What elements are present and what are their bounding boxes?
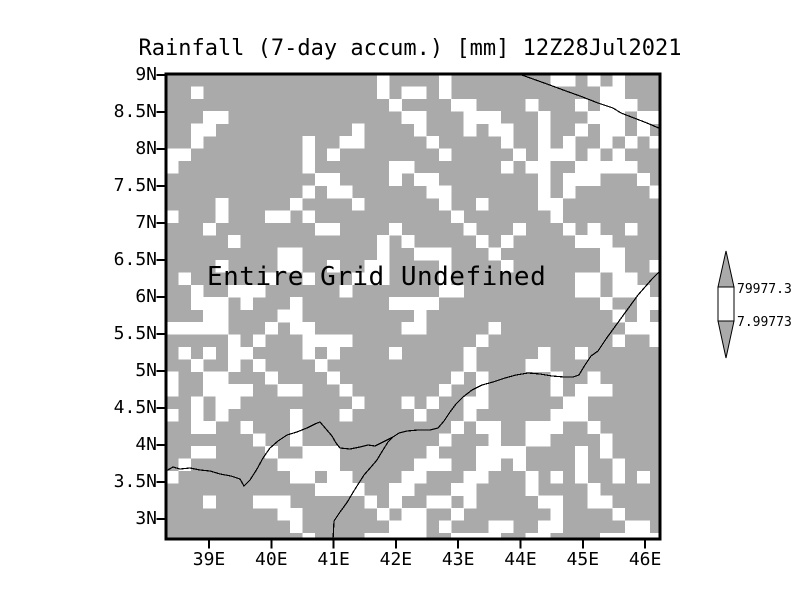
colorbar-lower-label: 7.99773 [737, 315, 792, 330]
colorbar-upper-label: 79977.3 [737, 282, 792, 297]
x-axis-label: 45E [566, 549, 600, 570]
map-line-gulf-coast-ne [518, 74, 660, 130]
x-axis-label: 41E [317, 549, 350, 570]
colorbar-box [717, 286, 735, 322]
x-axis-label: 40E [255, 549, 288, 570]
colorbar-bottom-arrow-icon [717, 320, 735, 359]
colorbar [717, 250, 735, 359]
x-axis-label: 44E [504, 549, 537, 570]
map-line-main-coast [332, 270, 660, 539]
x-axis-label: 39E [192, 549, 226, 570]
y-axis-label: 4N [135, 434, 157, 455]
colorbar-top-arrow-icon [717, 250, 735, 288]
y-axis-label: 9N [135, 64, 157, 85]
axis-ticks [156, 74, 647, 549]
y-axis-label: 4.5N [113, 397, 157, 418]
y-axis-label: 3N [135, 508, 157, 529]
y-axis-label: 5N [135, 360, 157, 381]
undefined-grid-cells [166, 74, 660, 539]
map-line-west-branch [166, 421, 394, 487]
y-axis-label: 6.5N [113, 249, 157, 270]
y-axis-label: 8N [135, 138, 157, 159]
plot-border [164, 72, 662, 541]
x-axis-label: 42E [379, 549, 413, 570]
undefined-grid-message: Entire Grid Undefined [207, 262, 547, 292]
x-axis-label: 46E [628, 549, 662, 570]
y-axis-label: 7N [135, 212, 157, 233]
y-axis-label: 5.5N [113, 323, 157, 344]
coastline-lines [166, 74, 660, 539]
y-axis-label: 7.5N [113, 175, 157, 196]
y-axis-label: 6N [135, 286, 157, 307]
y-axis-label: 8.5N [113, 101, 157, 122]
x-axis-label: 43E [441, 549, 475, 570]
plot-title: Rainfall (7-day accum.) [mm] 12Z28Jul202… [138, 36, 682, 61]
y-axis-label: 3.5N [113, 471, 157, 492]
